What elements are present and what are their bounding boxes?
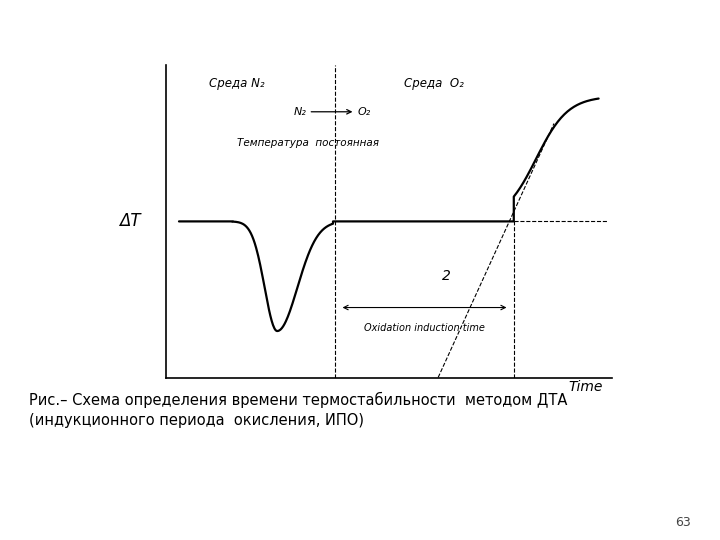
Text: Time: Time [569, 380, 603, 394]
Text: 2: 2 [442, 269, 451, 283]
Text: Среда N₂: Среда N₂ [210, 77, 265, 90]
Text: O₂: O₂ [358, 107, 371, 117]
Text: Oxidation induction time: Oxidation induction time [364, 323, 485, 333]
Text: (индукционного периода  окисления, ИПО): (индукционного периода окисления, ИПО) [29, 413, 364, 428]
Text: Рис.– Схема определения времени термостабильности  методом ДТА: Рис.– Схема определения времени термоста… [29, 392, 567, 408]
Text: ΔT: ΔT [119, 212, 140, 231]
Text: N₂: N₂ [293, 107, 306, 117]
Text: 63: 63 [675, 516, 691, 529]
Text: Среда  O₂: Среда O₂ [403, 77, 464, 90]
Text: Температура  постоянная: Температура постоянная [237, 138, 379, 148]
